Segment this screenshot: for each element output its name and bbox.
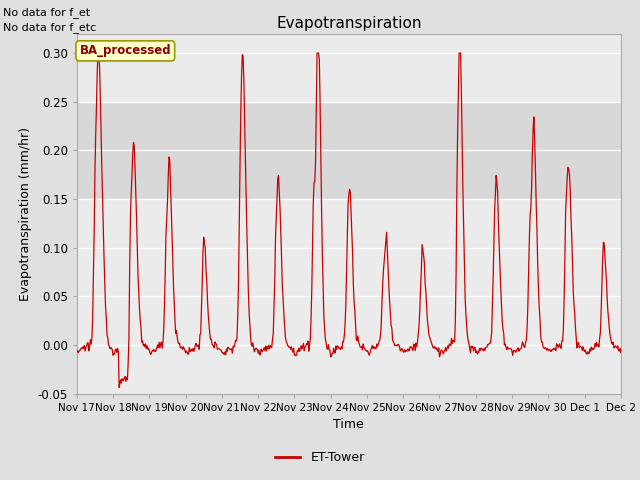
Title: Evapotranspiration: Evapotranspiration bbox=[276, 16, 422, 31]
Text: No data for f_etc: No data for f_etc bbox=[3, 22, 97, 33]
Text: BA_processed: BA_processed bbox=[79, 44, 171, 58]
Legend: ET-Tower: ET-Tower bbox=[270, 446, 370, 469]
Text: No data for f_et: No data for f_et bbox=[3, 7, 90, 18]
Y-axis label: Evapotranspiration (mm/hr): Evapotranspiration (mm/hr) bbox=[19, 127, 32, 300]
X-axis label: Time: Time bbox=[333, 418, 364, 431]
Bar bbox=[77, 102, 621, 199]
